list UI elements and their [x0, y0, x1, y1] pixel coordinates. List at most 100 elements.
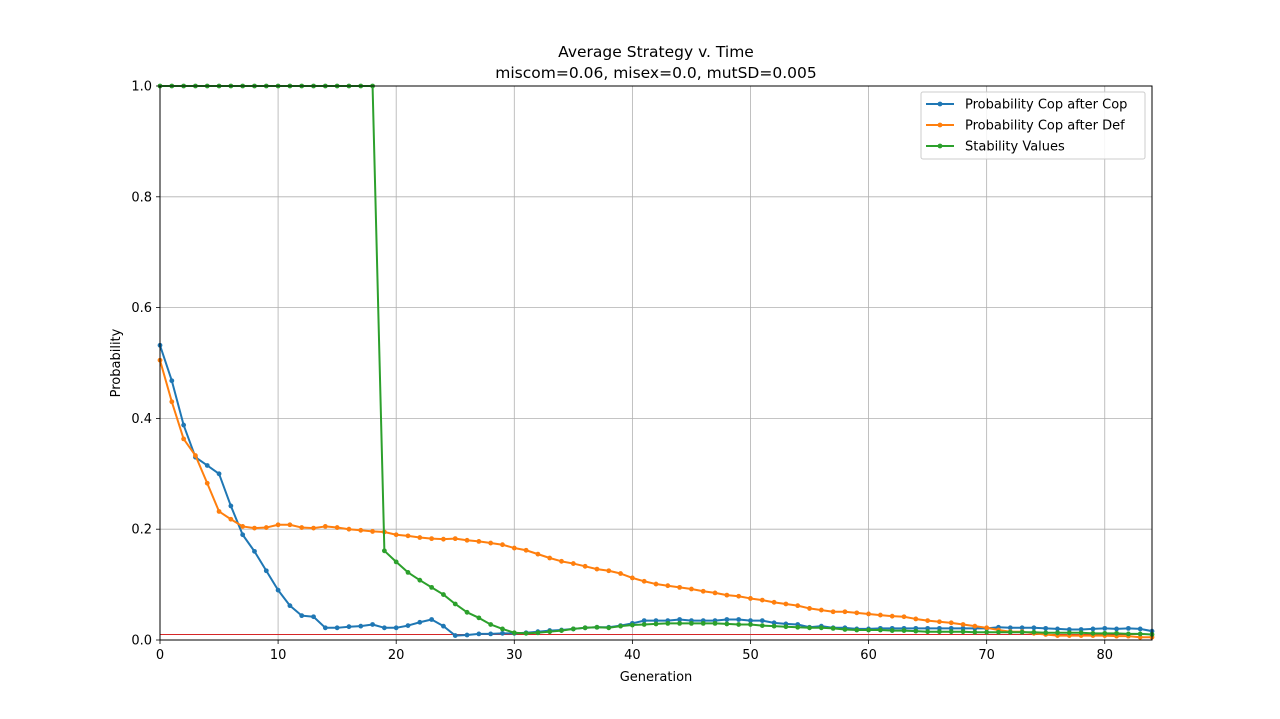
data-point: [216, 471, 222, 477]
data-point: [771, 599, 777, 605]
data-point: [1031, 625, 1037, 631]
legend-entry: Stability Values: [926, 140, 1065, 155]
data-point: [511, 545, 517, 551]
data-point: [452, 633, 458, 638]
y-axis: 0.0 0.2 0.4 0.6 0.8 1.0: [131, 80, 160, 649]
data-point: [322, 524, 328, 529]
legend-swatch-marker: [937, 143, 943, 149]
x-tick-label: 60: [860, 648, 877, 663]
data-point: [594, 566, 600, 572]
data-point: [748, 596, 753, 601]
data-point: [937, 629, 942, 635]
y-tick-label: 1.0: [131, 80, 152, 95]
data-point: [417, 535, 423, 540]
data-point: [488, 631, 494, 637]
data-point: [405, 533, 411, 539]
data-point: [263, 568, 269, 574]
data-point: [689, 586, 694, 592]
data-point: [346, 526, 352, 532]
data-point: [1078, 630, 1084, 636]
data-point: [240, 524, 246, 529]
data-point: [1019, 625, 1025, 631]
data-point: [854, 610, 860, 616]
data-point: [996, 629, 1001, 635]
data-point: [1055, 630, 1060, 636]
data-point: [606, 568, 612, 574]
data-point: [1043, 625, 1049, 631]
data-point: [500, 542, 505, 548]
data-point: [287, 603, 293, 609]
data-point: [559, 558, 564, 564]
x-tick-label: 80: [1096, 648, 1113, 663]
legend-swatch-marker: [937, 122, 943, 128]
data-point: [866, 611, 871, 617]
data-point: [393, 559, 399, 565]
data-point: [275, 522, 281, 528]
y-tick-label: 0.8: [131, 190, 152, 205]
data-point: [877, 612, 883, 618]
data-point: [511, 630, 517, 636]
y-tick-label: 0.4: [131, 412, 152, 427]
data-point: [464, 537, 470, 543]
y-tick-label: 0.0: [131, 634, 152, 649]
data-point: [653, 618, 659, 624]
data-point: [984, 629, 990, 635]
data-point: [901, 628, 907, 633]
data-point: [748, 618, 753, 624]
data-point: [641, 618, 647, 624]
data-point: [1102, 630, 1108, 636]
data-point: [464, 632, 470, 638]
plot-frame: [159, 85, 1153, 641]
data-point: [452, 601, 458, 607]
data-point: [618, 571, 623, 576]
data-point: [724, 621, 730, 627]
data-point: [653, 621, 659, 627]
data-point: [582, 625, 588, 631]
data-point: [948, 625, 954, 631]
data-point: [972, 623, 978, 629]
legend-swatch-marker: [937, 101, 943, 107]
legend-label: Probability Cop after Cop: [965, 98, 1127, 113]
data-point: [1043, 630, 1049, 636]
data-point: [759, 597, 765, 603]
data-point: [1066, 630, 1072, 636]
data-point: [370, 529, 375, 534]
data-point: [476, 615, 482, 621]
x-tick-label: 30: [506, 648, 523, 663]
data-point: [488, 622, 494, 627]
data-point: [629, 622, 635, 628]
data-point: [570, 626, 576, 632]
data-point: [830, 609, 836, 615]
data-point: [476, 538, 482, 544]
data-point: [984, 625, 990, 631]
data-point: [322, 625, 328, 631]
legend-label: Stability Values: [965, 140, 1065, 155]
data-point: [570, 561, 576, 566]
data-point: [559, 628, 564, 633]
data-point: [547, 629, 553, 635]
data-point: [712, 590, 718, 596]
y-tick-label: 0.6: [131, 301, 152, 316]
y-tick-label: 0.2: [131, 523, 152, 538]
data-point: [381, 625, 387, 631]
data-point: [677, 617, 683, 622]
data-point: [181, 436, 187, 442]
data-point: [1090, 626, 1096, 632]
data-point: [818, 625, 824, 631]
data-point: [665, 620, 671, 626]
data-point: [925, 629, 931, 635]
x-tick-label: 40: [624, 648, 641, 663]
data-point: [748, 622, 753, 627]
data-point: [488, 540, 494, 546]
data-point: [795, 624, 801, 630]
data-point: [287, 522, 293, 528]
data-point: [1007, 629, 1013, 635]
x-tick-label: 10: [270, 648, 287, 663]
data-point: [464, 609, 470, 615]
data-point: [795, 603, 801, 609]
data-point: [429, 584, 435, 590]
x-tick-label: 50: [742, 648, 759, 663]
data-point: [275, 587, 281, 593]
data-point: [476, 631, 482, 637]
data-point: [311, 614, 316, 620]
